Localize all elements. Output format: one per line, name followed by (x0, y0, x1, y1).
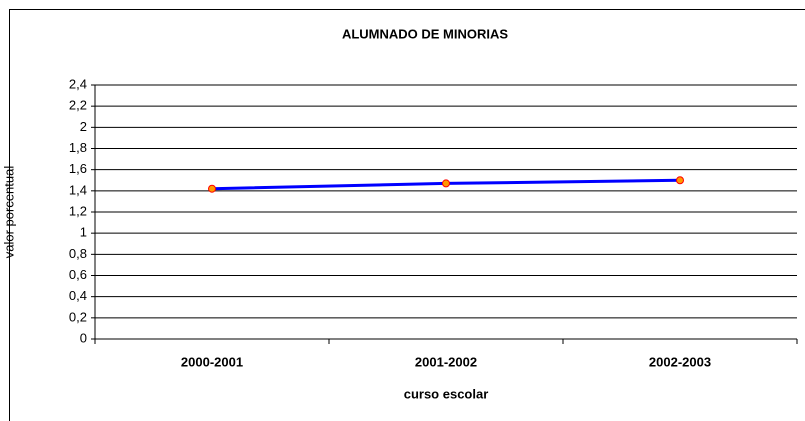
y-tick-label: 1,2 (69, 203, 87, 218)
y-tick-label: 0,2 (69, 309, 87, 324)
x-tick-label: 2001-2002 (415, 354, 477, 369)
y-tick-label: 2 (80, 119, 87, 134)
y-axis-title: valor porcentual (1, 166, 16, 259)
y-tick-label: 0,4 (69, 288, 87, 303)
y-tick-label: 1,8 (69, 140, 87, 155)
y-tick-label: 1,6 (69, 161, 87, 176)
y-tick-label: 1 (80, 225, 87, 240)
data-point (442, 179, 450, 188)
x-tick-label: 2002-2003 (649, 354, 711, 369)
x-axis-title: curso escolar (404, 386, 489, 401)
chart-title: ALUMNADO DE MINORIAS (342, 26, 508, 41)
y-tick-label: 0,8 (69, 246, 87, 261)
y-tick-label: 2,4 (69, 76, 87, 91)
data-point (676, 176, 684, 185)
y-tick-label: 0 (80, 330, 87, 345)
x-tick-label: 2000-2001 (181, 354, 243, 369)
y-tick-label: 1,4 (69, 182, 87, 197)
chart-frame (9, 9, 805, 421)
y-tick-label: 2,2 (69, 98, 87, 113)
y-tick-label: 0,6 (69, 267, 87, 282)
data-point (208, 184, 216, 193)
